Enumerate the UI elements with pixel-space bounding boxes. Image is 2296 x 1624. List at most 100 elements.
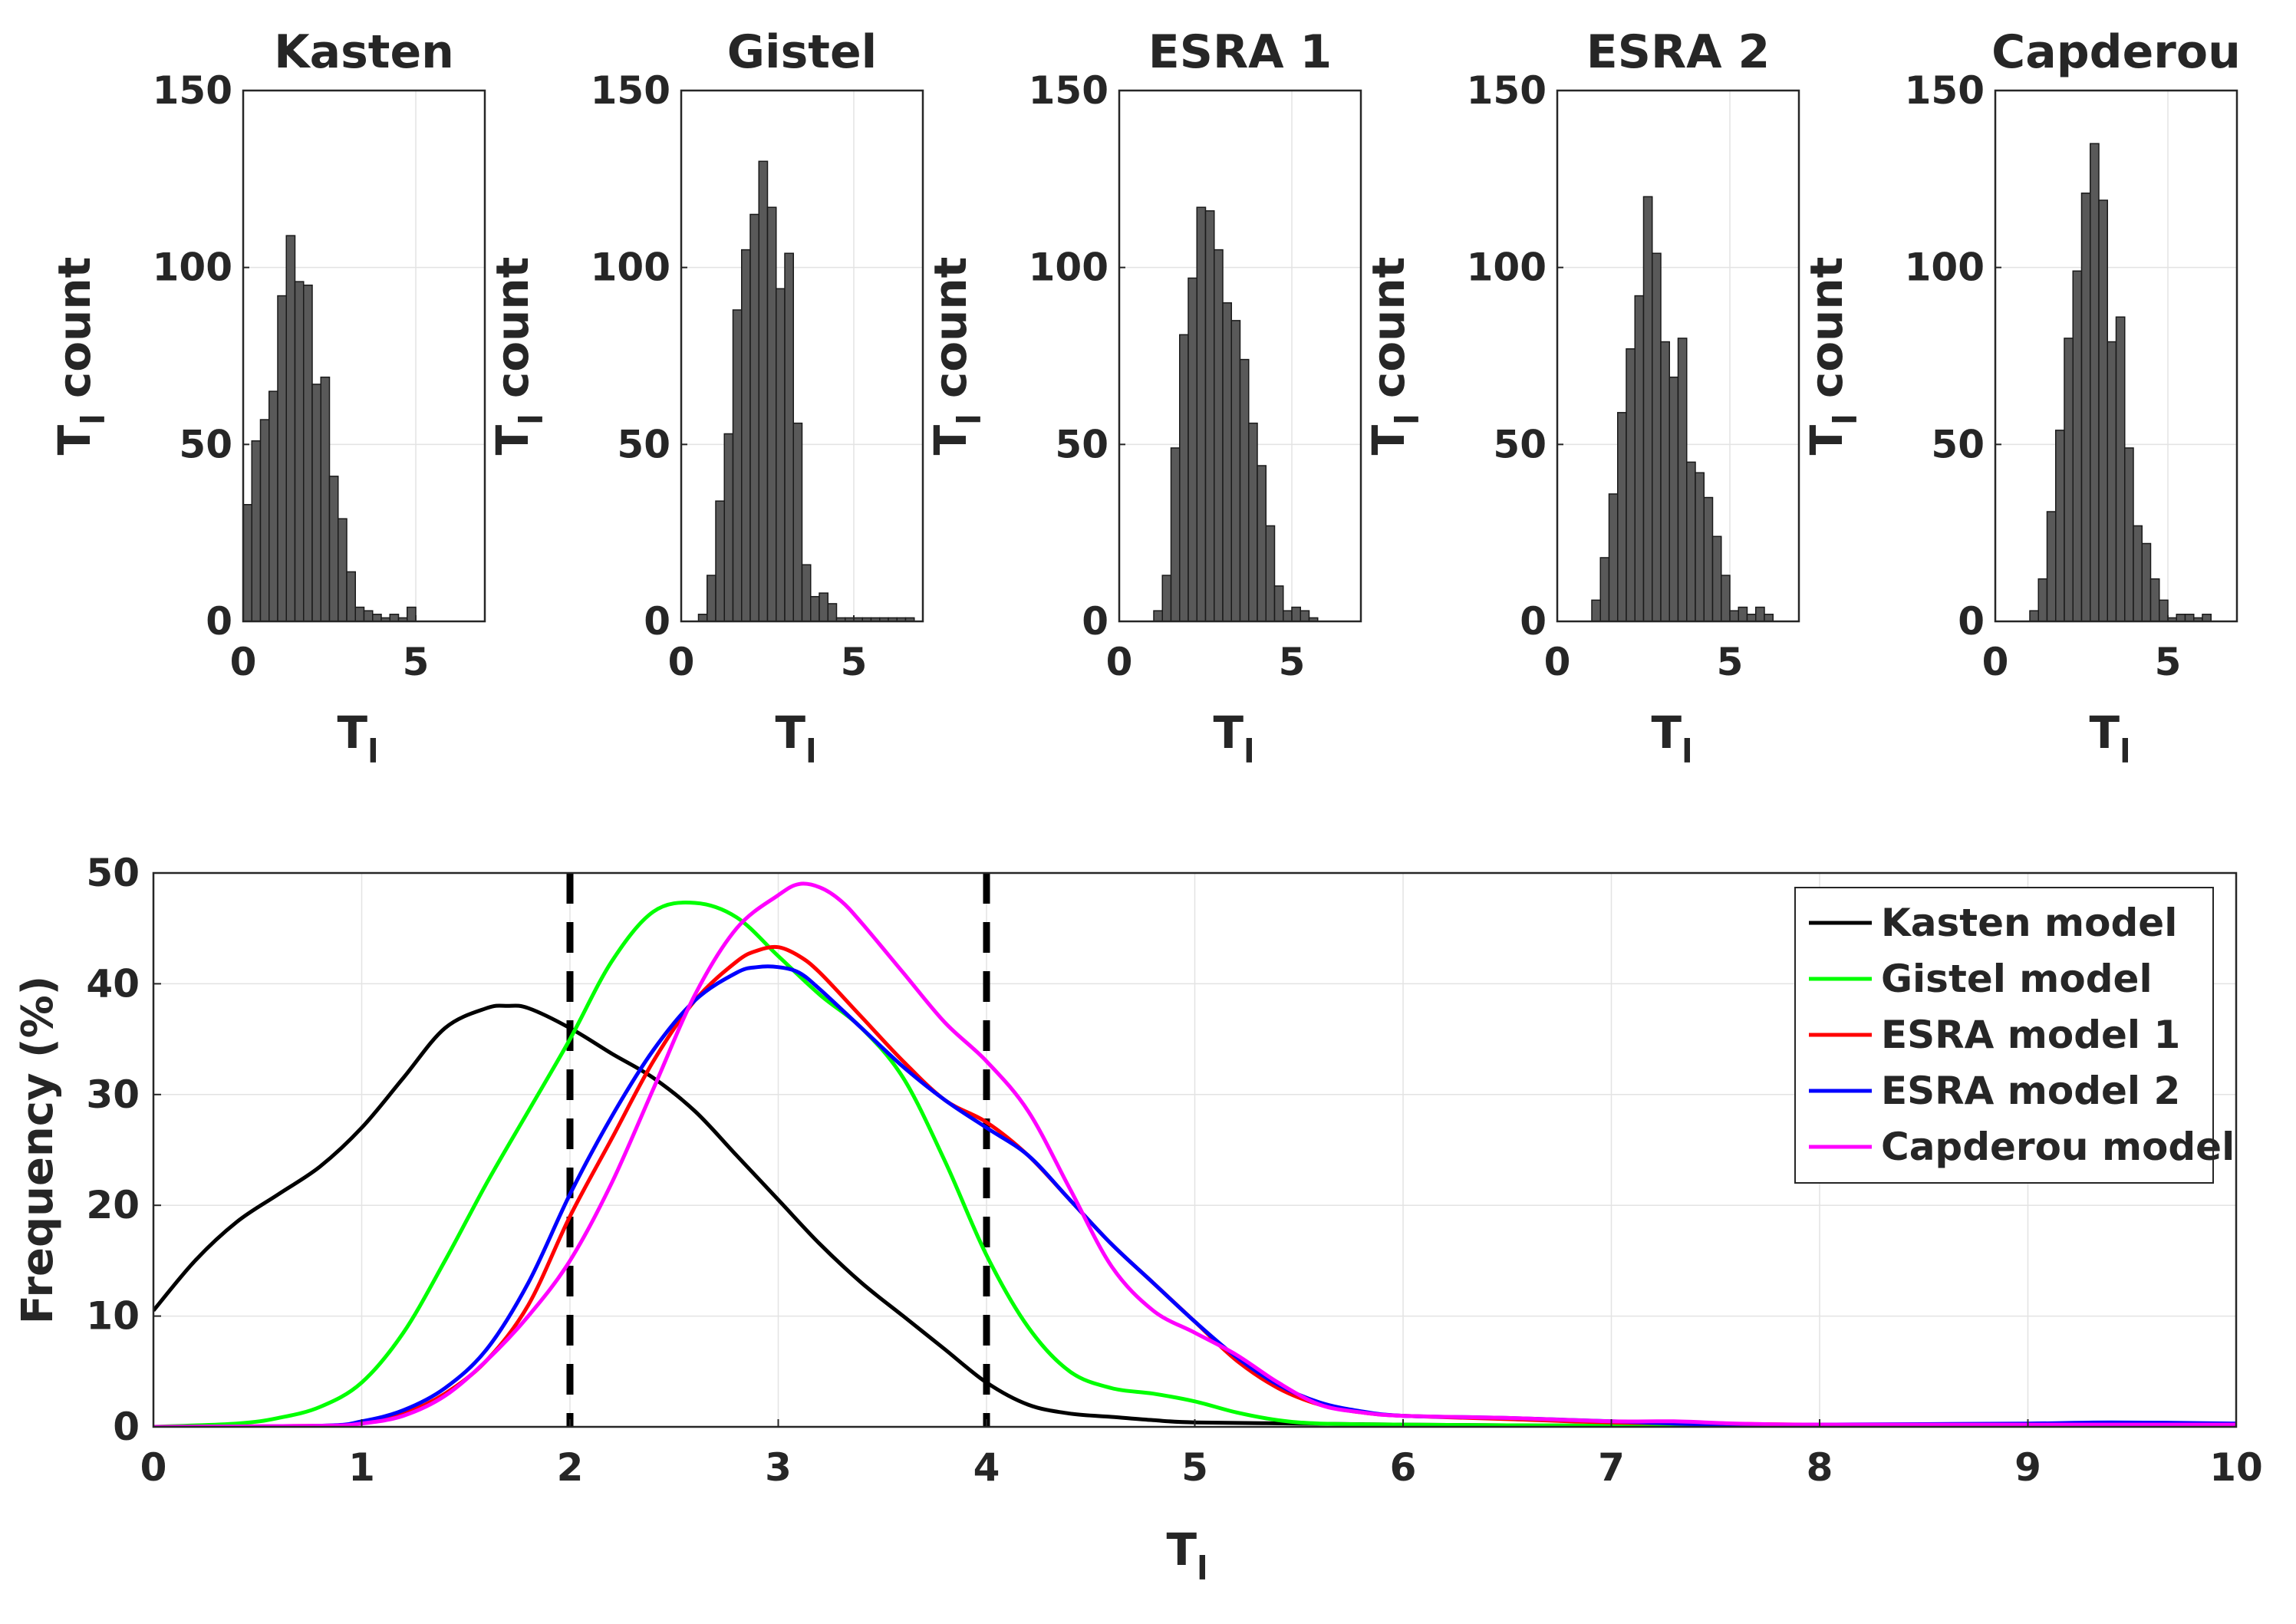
y-tick-label: 150: [1029, 68, 1108, 113]
x-axis-label-main: T: [2090, 707, 2120, 759]
histogram-bar: [1300, 610, 1310, 622]
y-tick-label: 150: [1905, 68, 1985, 113]
axes-box: [1994, 89, 2238, 623]
y-axis-label-main: T: [486, 424, 539, 455]
histogram-bar: [2064, 338, 2074, 622]
histogram-bar: [268, 390, 278, 622]
y-tick-label: 100: [591, 245, 670, 290]
histogram-bar: [715, 500, 725, 622]
legend-label: ESRA model 2: [1881, 1069, 2180, 1113]
x-tick-label: 3: [765, 1445, 792, 1490]
histogram-bar: [1196, 206, 1207, 622]
x-tick-label: 0: [1982, 640, 2009, 684]
x-tick-label: 10: [2209, 1445, 2263, 1490]
legend: Kasten model Gistel model ESRA model 1 ESRA…: [1794, 887, 2235, 1184]
histogram-bar: [2133, 525, 2143, 622]
histogram-bar: [2107, 341, 2117, 622]
x-axis-label-main: T: [1652, 707, 1682, 759]
y-axis-label: Tl count: [486, 257, 550, 456]
x-tick-label: 4: [973, 1445, 1000, 1490]
histogram-bar: [1257, 465, 1267, 622]
y-axis-label: Tl count: [924, 257, 988, 456]
histogram-bar: [2037, 578, 2048, 622]
histogram-bar: [749, 213, 759, 622]
y-axis-label-main: T: [924, 424, 977, 455]
y-axis-label-main: T: [1800, 424, 1853, 455]
histogram-bar: [1711, 535, 1722, 622]
x-axis-label-main: T: [338, 707, 368, 759]
axes-box: [242, 89, 486, 623]
y-tick-label: 20: [86, 1183, 140, 1227]
x-axis-label-subscript: l: [1197, 1550, 1207, 1587]
x-axis-label-subscript: l: [1682, 733, 1692, 770]
histogram-bar: [2046, 511, 2057, 622]
y-axis-label-subscript: l: [74, 413, 112, 424]
y-tick-label: 100: [1467, 245, 1547, 290]
series-group: [153, 881, 2236, 1427]
histogram-bar: [1677, 338, 1688, 622]
chart-title: Capderou: [1991, 25, 2241, 79]
y-tick-label: 150: [1467, 68, 1547, 113]
histogram-bar: [1239, 358, 1250, 622]
y-axis-label-rest: count: [924, 257, 977, 414]
histogram-bar: [1668, 376, 1679, 622]
histogram-bar: [2029, 610, 2039, 622]
x-tick-label: 7: [1598, 1445, 1625, 1490]
histogram-bar: [723, 433, 734, 622]
histogram-bar: [320, 376, 331, 622]
histogram-bar: [338, 518, 348, 622]
chart-title: ESRA 1: [1148, 25, 1332, 79]
histogram-bar: [1652, 252, 1662, 622]
histogram-bar: [1703, 496, 1714, 622]
y-tick-label: 50: [1931, 422, 1985, 466]
x-tick-label: 5: [1181, 1445, 1208, 1490]
y-tick-label: 100: [1905, 245, 1985, 290]
x-axis-label: Tl: [2090, 707, 2131, 770]
y-axis-label-main: T: [1362, 424, 1415, 455]
x-axis-label-main: T: [776, 707, 806, 759]
histogram-bar: [346, 571, 356, 622]
histogram-bar: [1626, 348, 1636, 622]
x-tick-label: 2: [557, 1445, 584, 1490]
histogram-bar: [1642, 196, 1653, 622]
frequency-line-panel: 0 10 20 30 40 50 0 1 2 3 4 5 6 7 8 9 10 Tl Frequency (%) Ka…: [13, 851, 2263, 1587]
histogram-bar: [1764, 614, 1774, 622]
y-axis-label-rest: count: [486, 257, 539, 414]
y-axis-label-rest: count: [48, 257, 100, 414]
histogram-bar: [1153, 610, 1163, 622]
histogram-bar: [2115, 316, 2126, 622]
chart-title: Gistel: [727, 25, 877, 79]
histogram-bar: [1291, 606, 1301, 622]
y-axis-label-subscript: l: [512, 413, 550, 424]
x-axis-label-main: T: [1214, 707, 1244, 759]
histogram-bar: [303, 284, 313, 622]
histogram-bar: [277, 295, 287, 622]
histogram-bar: [741, 249, 751, 622]
chart-title: ESRA 2: [1586, 25, 1770, 79]
histogram-bar: [1204, 210, 1215, 622]
histogram-bar: [2176, 614, 2186, 622]
y-tick-label: 50: [617, 422, 670, 466]
histogram-bar: [784, 252, 794, 622]
x-tick-label: 0: [230, 640, 257, 684]
histogram-bar: [1179, 334, 1189, 622]
x-axis-label-subscript: l: [1244, 733, 1254, 770]
histogram-bar: [1660, 341, 1670, 622]
y-tick-label: 100: [153, 245, 232, 290]
histogram-bar: [1746, 614, 1757, 622]
histogram-bar: [1617, 412, 1627, 622]
histogram-bar: [1686, 461, 1696, 622]
x-tick-label: 5: [2155, 640, 2182, 684]
histogram-bar: [2159, 599, 2169, 622]
histogram-bar: [819, 592, 828, 622]
y-tick-label: 0: [1520, 599, 1547, 644]
y-tick-label: 50: [1055, 422, 1108, 466]
x-tick-label: 0: [1544, 640, 1571, 684]
histogram-bar: [732, 309, 743, 622]
x-tick-label: 0: [668, 640, 695, 684]
histogram-bar: [259, 419, 270, 622]
x-axis-label: Tl: [1652, 707, 1693, 770]
